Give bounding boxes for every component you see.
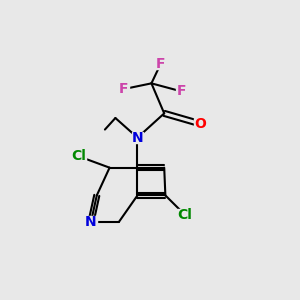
Bar: [132, 132, 143, 143]
Bar: [194, 118, 206, 130]
Text: N: N: [132, 130, 143, 145]
Text: N: N: [85, 215, 97, 229]
Text: F: F: [119, 82, 128, 96]
Text: Cl: Cl: [178, 208, 193, 222]
Bar: [118, 83, 129, 95]
Text: F: F: [156, 57, 166, 71]
Bar: [155, 58, 167, 70]
Bar: [85, 216, 97, 228]
Bar: [176, 86, 188, 97]
Text: O: O: [194, 117, 206, 131]
Bar: [177, 209, 193, 221]
Bar: [70, 150, 86, 162]
Text: Cl: Cl: [71, 149, 86, 163]
Text: F: F: [177, 84, 186, 98]
